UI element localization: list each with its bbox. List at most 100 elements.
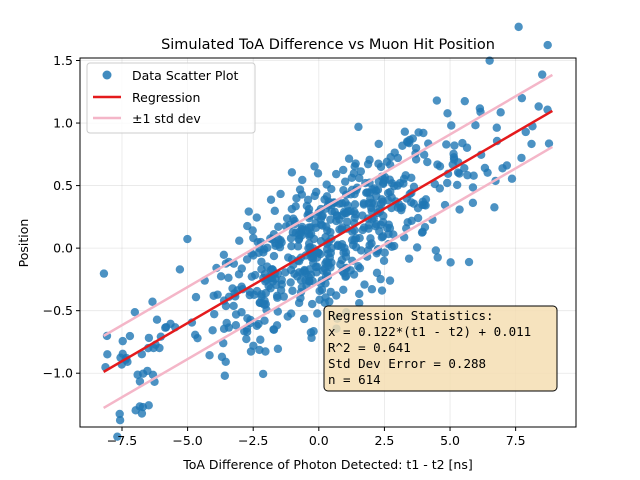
scatter-point	[374, 159, 383, 168]
scatter-point	[405, 138, 414, 148]
scatter-point	[538, 70, 547, 79]
scatter-point	[449, 149, 458, 159]
scatter-point	[243, 221, 252, 231]
scatter-point	[490, 203, 499, 212]
scatter-point	[374, 139, 383, 149]
scatter-point	[137, 409, 147, 418]
scatter-point	[322, 180, 331, 189]
scatter-point	[118, 336, 127, 346]
scatter-point	[387, 242, 396, 251]
y-tick-label: 1.5	[53, 53, 73, 68]
scatter-point	[543, 40, 552, 50]
scatter-point	[130, 307, 140, 317]
scatter-point	[365, 155, 374, 165]
scatter-point	[452, 180, 462, 190]
scatter-point	[148, 297, 157, 306]
scatter-point	[306, 229, 316, 238]
scatter-point	[269, 251, 279, 261]
scatter-point	[258, 369, 268, 379]
scatter-point	[242, 334, 251, 344]
scatter-point	[351, 210, 360, 219]
scatter-point	[286, 278, 295, 287]
scatter-point	[354, 122, 363, 132]
scatter-point	[376, 274, 385, 284]
scatter-point	[339, 185, 348, 195]
scatter-point	[322, 222, 331, 231]
scatter-point	[131, 406, 140, 415]
x-tick-label: 2.5	[374, 433, 394, 448]
scatter-point	[191, 292, 201, 302]
scatter-point	[221, 301, 231, 311]
scatter-point	[395, 179, 405, 188]
scatter-point	[367, 206, 376, 216]
scatter-point	[221, 357, 230, 367]
x-axis-label: ToA Difference of Photon Detected: t1 - …	[182, 457, 473, 472]
scatter-point	[307, 299, 317, 309]
scatter-point	[468, 183, 478, 192]
scatter-point	[375, 227, 384, 236]
scatter-point	[336, 260, 345, 269]
scatter-point	[414, 128, 423, 137]
scatter-point	[358, 225, 367, 235]
scatter-point	[464, 257, 474, 267]
scatter-point	[282, 214, 292, 223]
x-tick-label: −2.5	[238, 433, 268, 448]
scatter-point	[273, 293, 282, 302]
scatter-point	[442, 140, 451, 149]
scatter-point	[339, 248, 348, 257]
scatter-point	[256, 335, 265, 344]
scatter-point	[305, 265, 314, 274]
regression-line	[102, 109, 554, 373]
y-axis-label: Position	[16, 219, 31, 268]
scatter-point	[469, 171, 478, 180]
scatter-point	[544, 139, 554, 148]
scatter-point	[517, 93, 527, 103]
scatter-point	[242, 255, 252, 264]
scatter-point	[400, 127, 410, 136]
stats-line-n: n = 614	[328, 372, 381, 387]
scatter-point	[492, 123, 501, 132]
legend-frame	[86, 62, 256, 134]
scatter-point	[412, 243, 422, 252]
stats-box: Regression Statistics: x = 0.122*(t1 - t…	[323, 305, 558, 392]
scatter-point	[257, 257, 266, 266]
scatter-point	[355, 173, 364, 183]
stats-line-heading: Regression Statistics:	[328, 308, 494, 323]
scatter-point	[332, 291, 341, 300]
scatter-point	[379, 256, 389, 265]
scatter-point	[286, 234, 296, 243]
scatter-point	[355, 263, 365, 273]
scatter-point	[347, 235, 357, 245]
scatter-point	[166, 319, 175, 328]
scatter-point	[235, 236, 244, 245]
scatter-point	[315, 295, 324, 304]
scatter-point	[288, 286, 297, 295]
scatter-point	[403, 218, 412, 227]
scatter-point	[295, 185, 305, 194]
y-tick-label: −0.5	[43, 303, 73, 318]
scatter-point	[291, 228, 301, 237]
scatter-point	[377, 286, 387, 295]
scatter-point	[355, 298, 364, 308]
y-tick-label: 1.0	[53, 116, 73, 131]
scatter-point	[339, 165, 348, 175]
scatter-point	[413, 213, 423, 223]
scatter-point	[344, 154, 354, 163]
scatter-point	[450, 141, 459, 150]
x-tick-label: 5.0	[440, 433, 460, 448]
scatter-point	[208, 326, 217, 335]
scatter-point	[287, 241, 296, 251]
y-tick-label: 0.0	[53, 241, 73, 256]
scatter-point	[432, 96, 442, 105]
scatter-point	[277, 275, 286, 285]
scatter-point	[409, 199, 419, 208]
scatter-point	[324, 261, 333, 270]
scatter-point	[276, 189, 285, 199]
std-dev-lower-line	[102, 145, 554, 409]
legend-label-std: ±1 std dev	[132, 111, 201, 126]
scatter-point	[219, 250, 229, 260]
scatter-point	[385, 276, 395, 285]
scatter-point	[468, 198, 478, 208]
scatter-point	[343, 217, 352, 226]
scatter-point	[333, 240, 343, 249]
